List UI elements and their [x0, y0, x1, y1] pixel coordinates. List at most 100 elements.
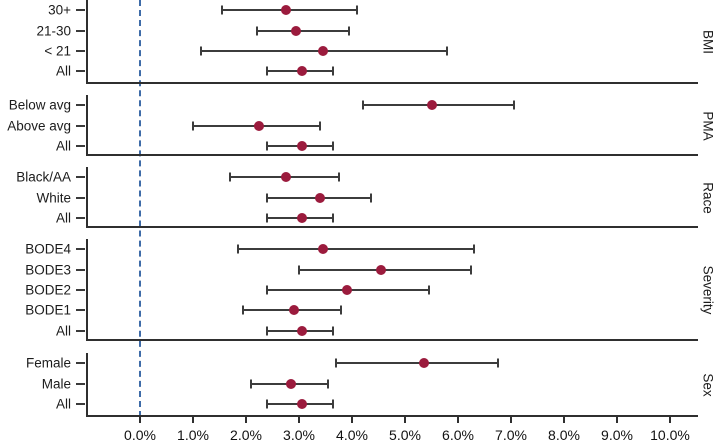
row-axis-tick [76, 104, 85, 107]
x-axis-tick-label: 2.0% [230, 427, 262, 443]
x-axis-tick-label: 9.0% [601, 427, 633, 443]
ci-cap-lower [229, 172, 232, 182]
row-axis-tick [76, 329, 85, 332]
ci-cap-upper [348, 26, 351, 36]
point-estimate [254, 120, 265, 131]
ci-cap-upper [337, 172, 340, 182]
row-label: Female [25, 355, 71, 371]
point-estimate [280, 5, 291, 16]
ci-cap-lower [255, 26, 258, 36]
ci-cap-upper [470, 265, 473, 275]
row-axis-tick [76, 248, 85, 251]
x-axis-tick [139, 417, 141, 423]
ci-cap-upper [327, 379, 330, 389]
point-estimate [296, 141, 307, 151]
ci-cap-upper [356, 5, 359, 15]
ci-cap-lower [266, 141, 269, 151]
ci-cap-upper [446, 46, 449, 56]
ci-cap-upper [332, 141, 335, 151]
row-axis-tick [76, 9, 85, 12]
ci-cap-lower [237, 244, 240, 254]
x-axis-tick [457, 417, 459, 423]
x-axis-tick [404, 417, 406, 423]
ci-whisker [238, 248, 474, 251]
point-estimate [296, 213, 307, 223]
row-axis-tick [76, 289, 85, 291]
x-axis-tick-label: 0.0% [124, 427, 156, 443]
point-estimate [288, 305, 299, 316]
point-estimate [280, 172, 291, 183]
row-axis-tick [76, 309, 85, 312]
row-label: BODE4 [25, 241, 71, 257]
x-axis-tick-label: 8.0% [548, 427, 580, 443]
ci-cap-lower [250, 379, 253, 389]
ci-cap-lower [335, 358, 338, 368]
row-label: BODE2 [25, 282, 71, 298]
group-label-pma: PMA [700, 110, 716, 141]
x-axis-tick-label: 6.0% [442, 427, 474, 443]
point-estimate [296, 66, 307, 77]
row-axis-tick [76, 362, 85, 365]
x-axis-tick-label: 3.0% [283, 427, 315, 443]
x-axis-tick [616, 417, 618, 423]
row-axis-tick [76, 145, 85, 147]
row-axis-tick [76, 70, 85, 73]
ci-cap-upper [472, 244, 475, 254]
row-label: All [55, 63, 71, 79]
ci-cap-upper [332, 66, 335, 76]
row-label: All [55, 210, 71, 226]
point-estimate [341, 285, 352, 295]
x-axis-tick [563, 417, 565, 423]
point-estimate [317, 46, 328, 56]
row-label: Black/AA [16, 169, 71, 185]
ci-cap-upper [332, 399, 335, 409]
row-axis-tick [76, 403, 85, 405]
x-axis-tick-label: 7.0% [495, 427, 527, 443]
ci-cap-lower [266, 213, 269, 223]
group-label-race: Race [700, 181, 716, 214]
ci-whisker [362, 104, 514, 107]
x-axis-tick [510, 417, 512, 423]
ci-cap-lower [242, 305, 245, 315]
row-axis-tick [76, 268, 85, 271]
row-label: 21-30 [36, 22, 71, 38]
point-estimate [286, 378, 297, 389]
ci-cap-lower [221, 5, 224, 15]
ci-cap-lower [266, 66, 269, 76]
ci-cap-lower [298, 265, 300, 275]
row-axis-tick [76, 124, 85, 127]
point-estimate [317, 244, 328, 255]
row-axis-tick [76, 217, 85, 219]
row-label: < 21 [44, 43, 71, 59]
point-estimate [426, 100, 437, 111]
ci-cap-upper [369, 193, 372, 203]
ci-cap-upper [319, 121, 322, 131]
ci-cap-lower [266, 285, 269, 295]
row-label: Male [41, 375, 71, 391]
ci-cap-lower [266, 193, 269, 203]
ci-whisker [336, 362, 498, 365]
row-axis-tick [76, 29, 85, 32]
row-axis-tick [76, 382, 85, 385]
x-axis-tick [192, 417, 194, 423]
point-estimate [418, 358, 429, 369]
x-axis-tick-label: 5.0% [389, 427, 421, 443]
ci-cap-upper [340, 305, 343, 315]
ci-cap-lower [361, 100, 364, 110]
group-label-bmi: BMI [700, 29, 716, 55]
panel-sex [86, 353, 698, 417]
point-estimate [296, 325, 307, 336]
x-axis-tick-label: 1.0% [177, 427, 209, 443]
row-label: BODE1 [25, 302, 71, 318]
point-estimate [376, 264, 387, 275]
zero-reference-line [139, 0, 141, 417]
x-axis-tick [351, 417, 353, 423]
x-axis-tick [669, 417, 671, 423]
row-label: White [36, 189, 71, 205]
panel-pma [86, 95, 698, 156]
row-label: Below avg [8, 97, 71, 113]
x-axis-tick-label: 10.0% [650, 427, 690, 443]
ci-cap-upper [427, 285, 430, 295]
row-label: All [55, 138, 71, 154]
